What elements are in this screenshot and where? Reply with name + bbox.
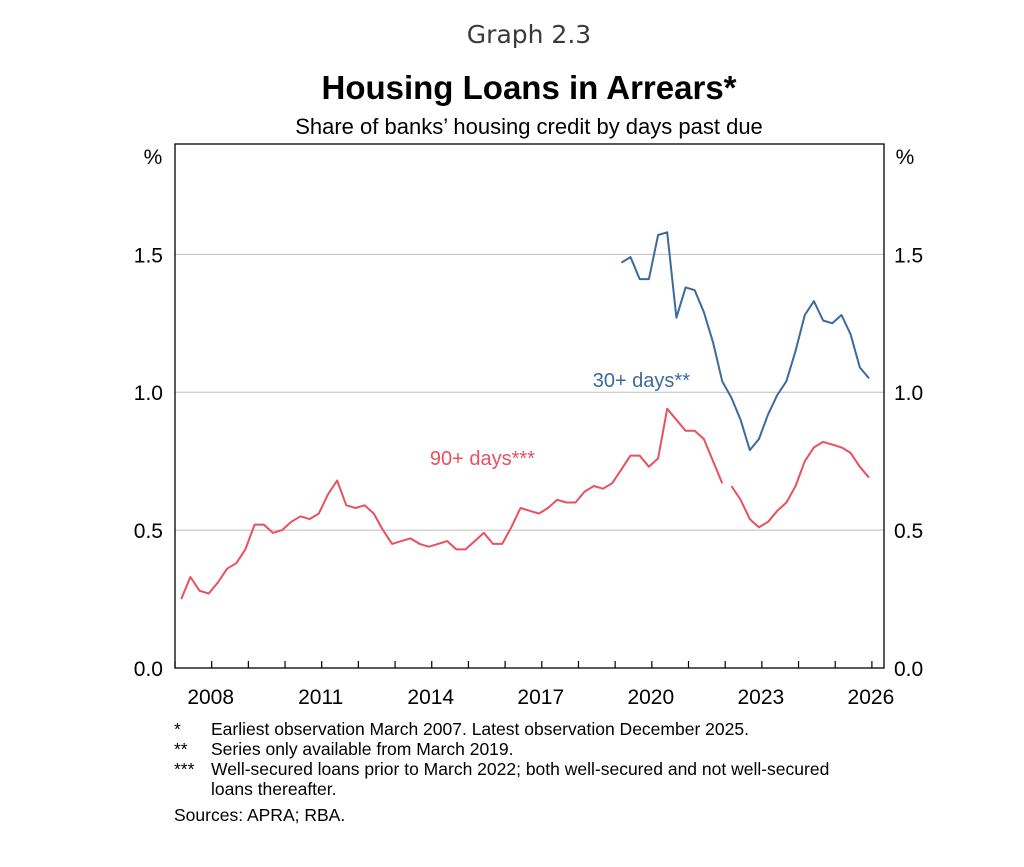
y-unit-right: % [896, 146, 915, 169]
series-90-days-line-segment-2 [730, 440, 870, 529]
x-tick-label: 2011 [298, 686, 343, 709]
footnote-text: Series only available from March 2019. [211, 739, 514, 759]
y-tick-label-left: 1.5 [134, 244, 163, 267]
y-tick-label-left: 1.0 [134, 382, 163, 405]
y-tick-label-right: 1.0 [894, 382, 923, 405]
series-90-days-line-segment-1 [180, 407, 724, 600]
series-label-30-days: 30+ days** [593, 370, 691, 392]
x-tick-label: 2020 [627, 686, 674, 709]
footnotes: * Earliest observation March 2007. Lates… [174, 719, 861, 825]
footnote-1: * Earliest observation March 2007. Lates… [174, 719, 861, 739]
x-tick-label: 2008 [187, 686, 234, 709]
footnote-3: *** Well-secured loans prior to March 20… [174, 759, 861, 799]
axis-ticks: 0.0 0.0 0.5 0.5 1.0 1.0 1.5 1.5 2008 2011 2014 2017… [134, 244, 923, 709]
footnote-marker: *** [174, 759, 195, 779]
y-tick-label-right: 0.0 [894, 658, 923, 681]
y-unit-left: % [144, 146, 163, 169]
x-tick-label: 2014 [407, 686, 454, 709]
series-30-days-line [620, 231, 870, 452]
x-tick-label: 2023 [738, 686, 785, 709]
x-tick-label: 2017 [517, 686, 564, 709]
sources-line: Sources: APRA; RBA. [174, 805, 346, 825]
footnote-marker: * [174, 719, 181, 739]
y-tick-label-left: 0.5 [134, 520, 163, 543]
footnote-marker: ** [174, 739, 188, 759]
series-label-90-days: 90+ days*** [430, 448, 535, 470]
x-tick-label: 2026 [848, 686, 895, 709]
series-lines [180, 231, 870, 600]
chart-subtitle: Share of banks’ housing credit by days p… [295, 114, 763, 139]
footnote-text: Earliest observation March 2007. Latest … [211, 719, 749, 739]
graph-number: Graph 2.3 [466, 20, 592, 49]
footnote-text: Well-secured loans prior to March 2022; … [211, 759, 830, 799]
y-tick-label-left: 0.0 [134, 658, 163, 681]
plot-frame [174, 143, 885, 669]
y-tick-label-right: 0.5 [894, 520, 923, 543]
y-tick-label-right: 1.5 [894, 244, 923, 267]
chart-title: Housing Loans in Arrears* [321, 69, 737, 106]
footnote-2: ** Series only available from March 2019… [174, 739, 861, 759]
gridlines [175, 253, 884, 531]
